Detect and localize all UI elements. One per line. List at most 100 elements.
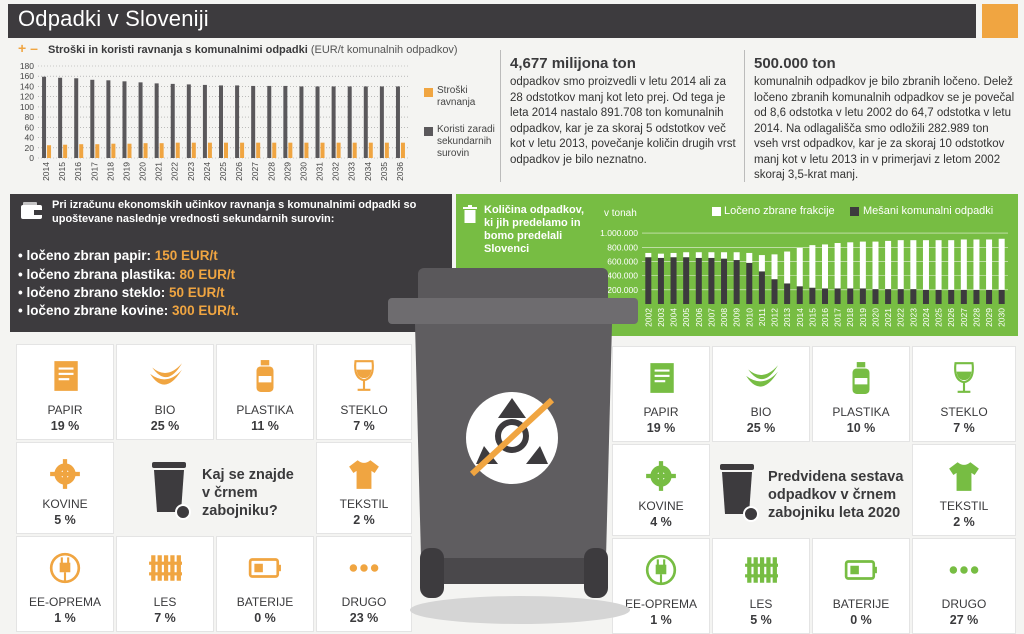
- x-tick-label: 2020: [870, 308, 880, 327]
- tile-label: DRUGO: [341, 595, 387, 609]
- bar-benefits: [90, 79, 95, 158]
- bottle-icon: [844, 361, 878, 400]
- stat2-text: komunalnih odpadkov je bilo zbranih loče…: [754, 76, 1015, 181]
- battery-icon: [844, 553, 878, 592]
- tile-label: PLASTIKA: [236, 403, 294, 417]
- bar-benefits: [170, 83, 175, 158]
- y-tick-label: 800.000: [607, 242, 638, 252]
- bar-mixed: [948, 289, 955, 304]
- category-tile-steklo: STEKLO 7 %: [912, 346, 1016, 442]
- y-tick-label: 60: [25, 122, 35, 132]
- value-label: ločeno zbrana plastika:: [26, 267, 176, 282]
- category-tile-bio: BIO 25 %: [116, 344, 214, 440]
- value-item-glass: • ločeno zbrano steklo: 50 EUR/t: [18, 285, 225, 300]
- bar-costs: [143, 143, 148, 158]
- bar-separate: [960, 239, 967, 290]
- bar-benefits: [186, 84, 191, 158]
- x-tick-label: 2028: [266, 162, 276, 181]
- bar-separate: [695, 252, 702, 258]
- category-tile-plastika: PLASTIKA 11 %: [216, 344, 314, 440]
- bar-benefits: [299, 86, 304, 158]
- bar-separate: [986, 239, 993, 290]
- bar-benefits: [267, 85, 272, 158]
- wood-fence-icon: [744, 553, 780, 592]
- tile-label: KOVINE: [42, 497, 88, 511]
- x-tick-label: 2017: [89, 162, 99, 181]
- tile-label: BATERIJE: [832, 597, 890, 611]
- bar-benefits: [58, 77, 63, 158]
- wine-glass-icon: [347, 359, 381, 398]
- y-tick-label: 20: [25, 143, 35, 153]
- x-tick-label: 2017: [833, 308, 843, 327]
- value-amount: 80 EUR/t: [179, 267, 236, 282]
- value-item-metal: • ločeno zbrane kovine: 300 EUR/t.: [18, 303, 239, 318]
- secondary-values-intro: Pri izračunu ekonomskih učinkov ravnanja…: [52, 199, 417, 225]
- bar-benefits: [395, 86, 400, 158]
- bar-benefits: [106, 80, 111, 158]
- bar-mixed: [809, 287, 816, 304]
- bar-benefits: [347, 86, 352, 158]
- bar-mixed: [796, 286, 803, 304]
- category-tile-drugo: DRUGO 23 %: [316, 536, 412, 632]
- bar-costs: [175, 142, 180, 158]
- bar-costs: [79, 144, 84, 158]
- bar-separate: [872, 241, 879, 290]
- x-tick-label: 2014: [795, 308, 805, 327]
- bar-separate: [859, 241, 866, 289]
- x-tick-label: 2030: [298, 162, 308, 181]
- category-tile-ee-oprema: EE-OPREMA 1 %: [612, 538, 710, 634]
- tile-label: STEKLO: [940, 405, 988, 419]
- category-tile-papir: PAPIR 19 %: [16, 344, 114, 440]
- paper-icon: [48, 359, 82, 398]
- bar-benefits: [315, 86, 320, 158]
- value-amount: 300 EUR/t.: [172, 303, 239, 318]
- tile-label: PLASTIKA: [832, 405, 890, 419]
- value-amount: 150 EUR/t: [154, 248, 218, 263]
- x-tick-label: 2019: [121, 162, 131, 181]
- x-tick-label: 2027: [250, 162, 260, 181]
- y-tick-label: 120: [20, 92, 34, 102]
- bar-separate: [708, 252, 715, 258]
- category-tile-baterije: BATERIJE 0 %: [812, 538, 910, 634]
- bar-separate: [948, 240, 955, 290]
- corner-accent: [982, 4, 1018, 38]
- tile-percentage: 4 %: [650, 515, 672, 529]
- x-tick-label: 2035: [379, 162, 389, 181]
- bar-mixed: [897, 289, 904, 304]
- bar-separate: [998, 238, 1005, 290]
- stat1-text: odpadkov smo proizvedli v letu 2014 ali …: [510, 76, 736, 166]
- legend-mixed-label: Mešani komunalni odpadki: [863, 205, 994, 217]
- bar-mixed: [733, 260, 740, 304]
- black-bin-icon: [152, 462, 191, 520]
- y-tick-label: 180: [20, 61, 34, 71]
- x-tick-label: 2020: [138, 162, 148, 181]
- legend-benefits-label: Koristi zaradi sekundarnih surovin: [437, 124, 495, 159]
- y-tick-label: 160: [20, 71, 34, 81]
- category-tile-tekstil: TEKSTIL 2 %: [316, 442, 412, 534]
- bar-mixed: [847, 288, 854, 304]
- bar-costs: [352, 142, 357, 158]
- bottle-icon: [248, 359, 282, 398]
- bar-mixed: [872, 289, 879, 304]
- bar-mixed: [973, 289, 980, 304]
- value-label: ločeno zbrano steklo:: [26, 285, 166, 300]
- bar-mixed: [986, 289, 993, 304]
- x-tick-label: 2023: [908, 308, 918, 327]
- value-label: ločeno zbran papir:: [26, 248, 151, 263]
- bar-mixed: [960, 289, 967, 304]
- value-label: ločeno zbrane kovine:: [26, 303, 169, 318]
- tile-label: BIO: [154, 403, 176, 417]
- title-bar: [8, 4, 976, 38]
- value-item-paper: • ločeno zbran papir: 150 EUR/t: [18, 248, 218, 263]
- x-tick-label: 2031: [315, 162, 325, 181]
- bar-benefits: [74, 78, 79, 158]
- x-tick-label: 2002: [643, 308, 653, 327]
- bar-costs: [336, 142, 341, 158]
- bar-mixed: [746, 262, 753, 304]
- tile-percentage: 25 %: [150, 419, 180, 433]
- chart1-unit: (EUR/t komunalnih odpadkov): [310, 44, 458, 56]
- x-tick-label: 2016: [73, 162, 83, 181]
- bar-benefits: [379, 86, 384, 158]
- y-tick-label: 80: [25, 112, 35, 122]
